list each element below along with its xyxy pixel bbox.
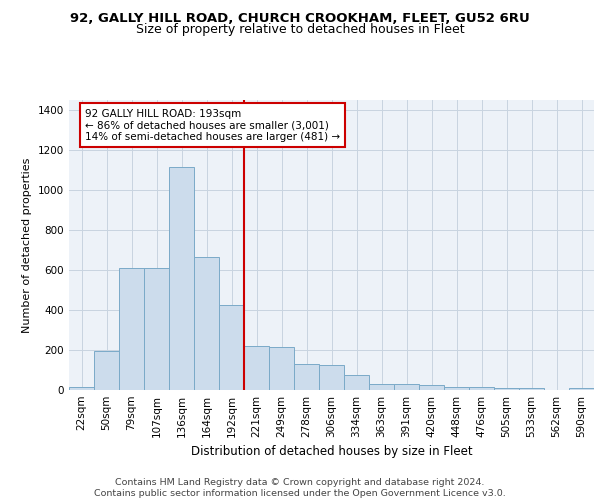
Text: 92, GALLY HILL ROAD, CHURCH CROOKHAM, FLEET, GU52 6RU: 92, GALLY HILL ROAD, CHURCH CROOKHAM, FL… — [70, 12, 530, 26]
Bar — [94, 351, 119, 390]
Bar — [444, 387, 469, 390]
Bar — [319, 365, 344, 390]
Bar — [369, 384, 394, 390]
Bar — [519, 388, 544, 390]
Bar — [194, 257, 219, 390]
Bar — [269, 347, 294, 390]
X-axis label: Distribution of detached houses by size in Fleet: Distribution of detached houses by size … — [191, 446, 472, 458]
Bar — [469, 387, 494, 390]
Bar — [219, 305, 244, 390]
Text: Size of property relative to detached houses in Fleet: Size of property relative to detached ho… — [136, 22, 464, 36]
Bar — [394, 384, 419, 390]
Bar — [144, 268, 169, 390]
Bar — [494, 388, 519, 390]
Bar — [294, 364, 319, 390]
Bar — [244, 346, 269, 390]
Text: 92 GALLY HILL ROAD: 193sqm
← 86% of detached houses are smaller (3,001)
14% of s: 92 GALLY HILL ROAD: 193sqm ← 86% of deta… — [85, 108, 340, 142]
Text: Contains HM Land Registry data © Crown copyright and database right 2024.
Contai: Contains HM Land Registry data © Crown c… — [94, 478, 506, 498]
Bar — [169, 167, 194, 390]
Bar — [69, 387, 94, 390]
Bar — [569, 388, 594, 390]
Bar — [344, 375, 369, 390]
Bar — [119, 268, 144, 390]
Y-axis label: Number of detached properties: Number of detached properties — [22, 158, 32, 332]
Bar — [419, 385, 444, 390]
